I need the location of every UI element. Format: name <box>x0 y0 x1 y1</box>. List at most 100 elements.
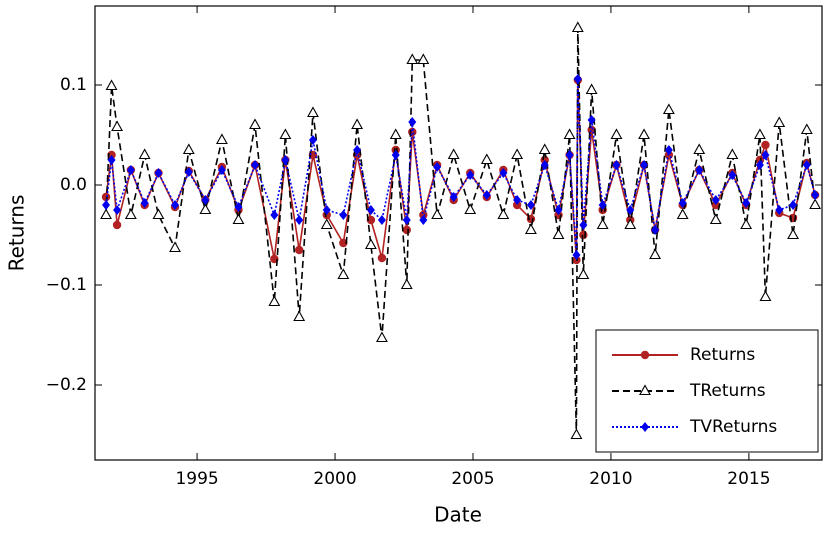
point <box>787 228 799 240</box>
point <box>464 203 477 215</box>
point <box>322 205 331 215</box>
x-tick-label: 2005 <box>451 469 494 489</box>
point <box>598 200 607 210</box>
point <box>140 198 149 208</box>
point <box>577 268 590 280</box>
point <box>773 116 786 128</box>
point <box>761 140 770 150</box>
point <box>105 79 118 91</box>
point <box>695 165 704 175</box>
point <box>638 128 650 140</box>
point <box>351 118 364 130</box>
point <box>726 148 739 160</box>
point <box>391 145 400 155</box>
point <box>402 225 411 235</box>
point <box>152 208 165 220</box>
point <box>802 160 811 170</box>
legend-label: TReturns <box>689 381 766 401</box>
point <box>400 278 413 290</box>
y-axis-label: Returns <box>5 195 29 272</box>
point <box>511 148 524 160</box>
point <box>294 245 304 255</box>
point <box>138 148 151 160</box>
point <box>552 228 565 240</box>
point <box>538 143 551 155</box>
point <box>249 118 261 130</box>
point <box>364 238 377 250</box>
point <box>753 128 766 140</box>
point <box>499 168 508 178</box>
legend-marker <box>640 350 650 360</box>
point <box>579 230 588 240</box>
point <box>389 128 402 140</box>
point <box>113 205 122 215</box>
point <box>268 295 281 307</box>
point <box>102 200 111 210</box>
point <box>524 223 537 235</box>
point <box>433 162 442 172</box>
point <box>339 238 348 248</box>
point <box>573 74 582 84</box>
point <box>449 192 458 202</box>
x-axis-label: Date <box>434 503 482 527</box>
point <box>184 167 193 177</box>
point <box>111 120 124 132</box>
series-line <box>105 78 816 256</box>
legend-marker <box>639 384 651 396</box>
y-tick-label: −0.2 <box>46 375 87 395</box>
y-tick-label: 0.1 <box>60 75 87 95</box>
point <box>585 83 598 95</box>
point <box>640 160 649 170</box>
point <box>565 150 574 160</box>
point <box>711 195 720 205</box>
x-tick-label: 2000 <box>313 469 356 489</box>
point <box>587 115 596 125</box>
legend-label: Returns <box>690 345 755 365</box>
point <box>320 218 333 230</box>
point <box>800 123 813 135</box>
point <box>480 153 493 165</box>
point <box>417 53 430 65</box>
point <box>234 202 243 212</box>
y-tick-label: 0.0 <box>60 175 87 195</box>
point <box>154 168 163 178</box>
legend-label: TVReturns <box>689 417 777 437</box>
point <box>540 160 549 170</box>
legend-box <box>595 329 819 453</box>
point <box>293 310 306 322</box>
point <box>676 208 689 220</box>
point <box>693 143 706 155</box>
legend-marker <box>641 422 649 432</box>
series-line <box>105 79 816 261</box>
point <box>626 205 635 215</box>
point <box>554 205 563 215</box>
point <box>579 220 588 230</box>
point <box>337 268 350 280</box>
point <box>124 208 137 220</box>
point <box>353 145 362 155</box>
point <box>789 200 798 210</box>
point <box>563 128 576 140</box>
point <box>761 150 770 160</box>
point <box>664 145 673 155</box>
point <box>376 331 388 343</box>
point <box>811 190 820 200</box>
point <box>408 117 417 127</box>
point <box>366 215 376 225</box>
point <box>201 195 210 205</box>
point <box>571 21 584 33</box>
point <box>809 198 822 210</box>
point <box>466 170 475 180</box>
x-tick-label: 1995 <box>175 469 218 489</box>
y-tick-label: −0.1 <box>46 275 87 295</box>
point <box>112 220 122 230</box>
point <box>612 160 621 170</box>
point <box>678 198 687 208</box>
point <box>728 170 737 180</box>
point <box>709 213 722 225</box>
point <box>759 290 772 302</box>
point <box>572 250 581 260</box>
point <box>406 53 419 65</box>
point <box>447 148 460 160</box>
